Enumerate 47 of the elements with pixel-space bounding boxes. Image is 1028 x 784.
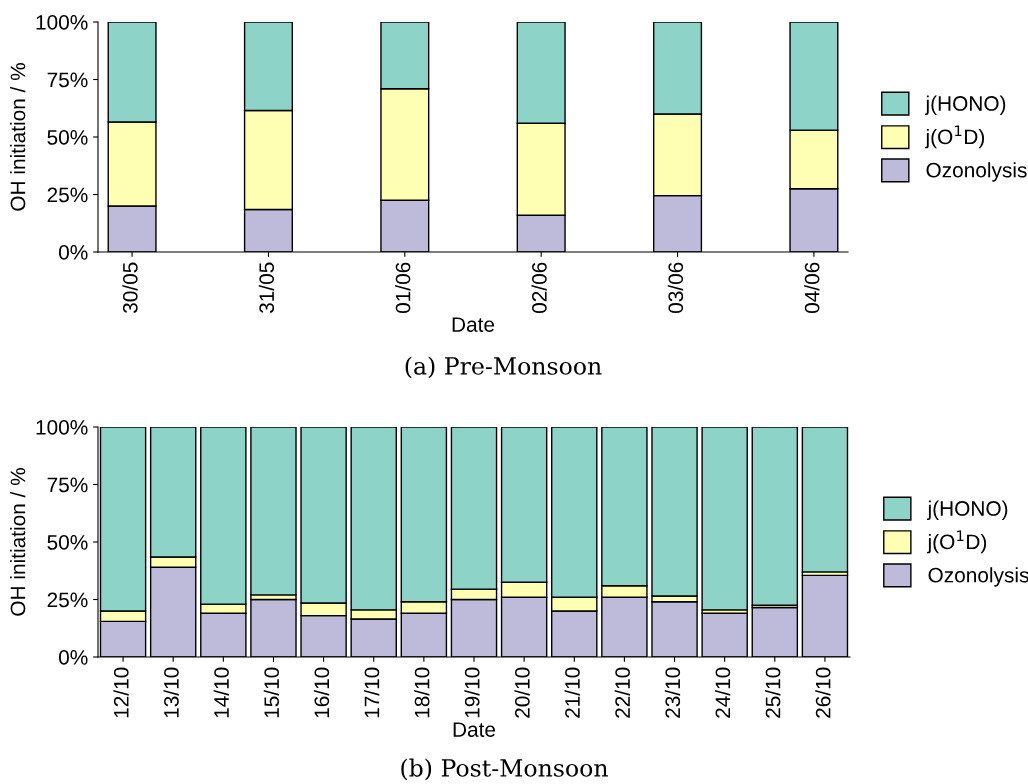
x-tick-label: 23/10 [664,667,681,718]
x-tick-label: 20/10 [514,667,530,718]
y-tick-label: 0% [58,245,88,260]
y-tick-label: 100% [36,420,88,435]
legend-label: j(HONO) [924,95,1006,115]
y-tick-label: 0% [58,650,88,665]
x-tick-label: 12/10 [113,667,129,718]
x-tick-label: 18/10 [414,667,430,718]
x-tick-label: 24/10 [714,667,731,718]
x-tick-label: 21/10 [564,667,580,718]
x-tick-label: 13/10 [163,667,179,718]
x-tick-label: 17/10 [364,667,380,718]
y-tick-label: 75% [47,477,88,493]
x-tick-label: 04/06 [804,262,820,314]
y-tick-label: 25% [47,592,88,608]
x-tick-label: 16/10 [313,667,330,718]
x-tick-label: 31/05 [258,262,275,314]
legend-label: Ozonolysis [928,567,1028,587]
x-tick-label: 14/10 [213,667,229,718]
x-tick-label: 22/10 [614,667,630,718]
x-axis-title: Date [453,722,496,737]
bar [751,427,799,606]
x-tick-label: 19/10 [464,667,480,718]
text: (b) Post-Monsoon [401,758,608,781]
legend-label: j(HONO) [927,500,1008,520]
x-tick-label: 30/05 [122,262,138,314]
y-tick-label: 75% [47,72,88,88]
bar [801,427,849,573]
x-axis-title: Date [452,317,495,332]
legend-label: j(O$^{1}$D) [924,125,985,149]
x-tick-label: 01/06 [395,262,411,314]
x-tick-label: 25/10 [765,667,781,718]
legend-label: Ozonolysis [926,162,1027,182]
y-tick-label: 25% [47,187,88,203]
bar [250,427,297,596]
y-tick-label: 50% [47,535,88,550]
x-tick-label: 02/06 [531,262,547,314]
legend-label: j(O$^{1}$D) [927,530,987,554]
x-tick-label: 15/10 [263,667,280,718]
x-tick-label: 03/06 [667,262,684,314]
y-axis-title: OH initiation / % [10,63,26,211]
x-tick-label: 26/10 [815,667,831,718]
y-tick-label: 100% [36,15,88,30]
bar [701,427,748,611]
text: (a) Pre-Monsoon [405,356,602,379]
y-axis-title: OH initiation / % [10,468,26,616]
y-tick-label: 50% [47,130,88,145]
